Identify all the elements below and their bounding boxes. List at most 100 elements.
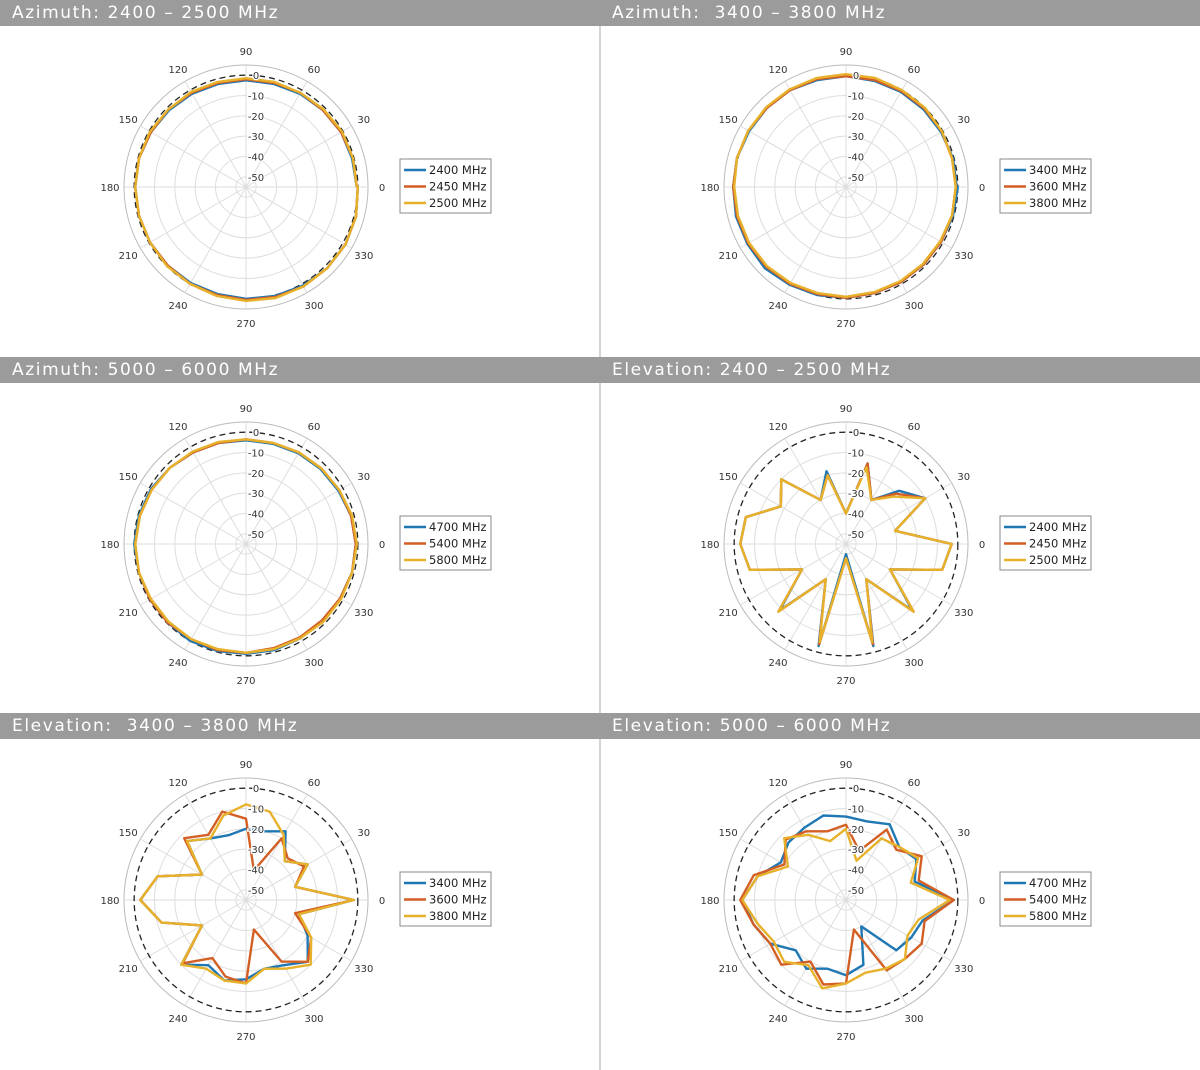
grid-spoke [845,482,952,545]
angle-ticks: 0 30 60 90 120 150 180 210 240 270 300 330 [700,404,985,687]
grid-spoke [184,543,247,650]
angle-tick-label: 60 [308,65,321,76]
series-line [733,73,957,298]
grid-spoke [184,794,247,901]
chart-panel: Elevation: 3400 – 3800 MHz 0 30 60 90 120 150… [0,713,600,1070]
angle-tick-label: 0 [979,183,985,194]
grid-spoke [845,899,908,1006]
radial-tick-label: -40 [848,866,864,877]
angle-ticks: 0 30 60 90 120 150 180 210 240 270 300 330 [100,47,385,330]
radial-tick-label: -10 [248,449,264,460]
series-line [134,77,359,303]
radial-ticks: 0 -10 -20 -30 -40 -50 [847,70,866,185]
angle-tick-label: 240 [168,301,187,312]
grid-spoke [245,81,308,188]
angle-tick-label: 120 [768,778,787,789]
legend: 3400 MHz 3600 MHz 3800 MHz [399,871,492,927]
angle-tick-label: 90 [240,47,253,58]
grid-spoke [140,125,247,188]
legend-label: 5800 MHz [1029,909,1087,923]
radial-tick-label: -20 [848,112,864,123]
grid-spoke [245,838,352,901]
legend-label: 5800 MHz [429,553,487,567]
grid-spoke [845,438,908,545]
angle-tick-label: 240 [768,301,787,312]
angle-tick-label: 210 [119,251,138,262]
angle-tick-label: 270 [236,676,255,687]
polar-grid [723,64,969,310]
series-group [139,803,355,985]
angle-tick-label: 30 [957,828,970,839]
grid-spoke [845,794,908,901]
grid-spoke [784,81,847,188]
angle-tick-label: 180 [700,183,719,194]
angle-tick-label: 330 [354,251,373,262]
polar-chart: 0 30 60 90 120 150 180 210 240 270 300 330 0 -10 -20 -3… [100,47,492,330]
angle-tick-label: 0 [979,896,985,907]
radial-tick-label: -20 [848,825,864,836]
angle-tick-label: 330 [954,251,973,262]
angle-tick-label: 60 [308,778,321,789]
chart-panel: Elevation: 2400 – 2500 MHz 0 30 60 90 120 150… [600,357,1200,714]
polar-chart: 0 30 60 90 120 150 180 210 240 270 300 330 0 -10 -20 -3… [700,47,1092,330]
angle-tick-label: 270 [236,1032,255,1043]
chart-title: Elevation: 3400 – 3800 MHz [0,713,600,739]
grid-spoke [784,794,847,901]
polar-chart: 0 30 60 90 120 150 180 210 240 270 300 330 0 -10 -20 -3… [700,404,1092,687]
angle-tick-label: 300 [304,658,323,669]
chart-title: Elevation: 5000 – 6000 MHz [600,713,1200,739]
series-line [139,803,355,985]
grid-spoke [845,81,908,188]
grid-spoke [245,794,308,901]
grid-spoke [740,838,847,901]
angle-tick-label: 90 [840,404,853,415]
angle-tick-label: 330 [354,964,373,975]
grid-spoke [784,186,847,293]
grid-spoke [245,186,308,293]
series-line [739,823,955,986]
grid-spoke [140,543,247,606]
angle-tick-label: 270 [236,319,255,330]
legend: 3400 MHz 3600 MHz 3800 MHz [999,158,1092,214]
radial-tick-label: -10 [848,805,864,816]
angle-tick-label: 180 [700,540,719,551]
chart-title: Azimuth: 3400 – 3800 MHz [600,0,1200,26]
angle-tick-label: 240 [168,658,187,669]
legend-label: 3600 MHz [1029,180,1087,194]
radial-tick-label: -50 [248,173,264,184]
legend-label: 2450 MHz [429,180,487,194]
series-line [741,827,951,990]
angle-tick-label: 240 [768,1014,787,1025]
chart-title: Azimuth: 2400 – 2500 MHz [0,0,600,26]
legend-label: 3400 MHz [1029,163,1087,177]
grid-spoke [740,543,847,606]
radial-tick-label: 0 [853,784,859,795]
polar-grid [723,421,969,667]
polar-chart: 0 30 60 90 120 150 180 210 240 270 300 330 0 -10 -20 -3… [100,404,492,687]
grid-spoke [245,125,352,188]
angle-tick-label: 60 [908,65,921,76]
angle-tick-label: 210 [119,964,138,975]
angle-tick-label: 300 [904,1014,923,1025]
angle-tick-label: 300 [904,658,923,669]
angle-tick-label: 210 [719,608,738,619]
angle-tick-label: 30 [357,828,370,839]
angle-tick-label: 60 [308,422,321,433]
angle-ticks: 0 30 60 90 120 150 180 210 240 270 300 330 [700,760,985,1043]
angle-tick-label: 120 [768,422,787,433]
angle-tick-label: 120 [168,422,187,433]
angle-tick-label: 120 [168,65,187,76]
legend: 2400 MHz 2450 MHz 2500 MHz [399,158,492,214]
angle-tick-label: 30 [957,115,970,126]
radial-tick-label: -50 [248,530,264,541]
angle-ticks: 0 30 60 90 120 150 180 210 240 270 300 330 [700,47,985,330]
radial-tick-label: 0 [253,784,259,795]
angle-ticks: 0 30 60 90 120 150 180 210 240 270 300 330 [100,760,385,1043]
series-line [134,438,358,654]
angle-tick-label: 180 [700,896,719,907]
radial-tick-label: -30 [248,489,264,500]
reference-circle [733,787,959,1013]
grid-spoke [740,899,847,962]
legend-label: 3800 MHz [1029,196,1087,210]
radial-tick-label: -40 [248,510,264,521]
